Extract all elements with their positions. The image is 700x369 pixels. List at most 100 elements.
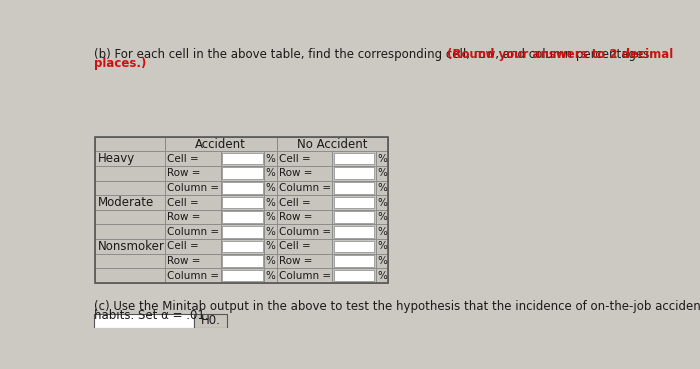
Bar [95, 268, 165, 283]
Text: Nonsmoker: Nonsmoker [98, 240, 165, 253]
Bar [332, 166, 376, 180]
Bar [165, 239, 220, 254]
Bar [276, 239, 332, 254]
Bar [264, 151, 276, 166]
Bar [332, 180, 376, 195]
Bar [95, 254, 165, 268]
Text: Cell =: Cell = [279, 197, 311, 207]
Text: (Round your answers to 2 decimal: (Round your answers to 2 decimal [447, 48, 673, 61]
Bar [332, 195, 376, 210]
Bar [332, 239, 376, 254]
Bar [276, 224, 332, 239]
Bar [334, 226, 374, 238]
Text: Column =: Column = [279, 271, 331, 281]
Bar [334, 197, 374, 208]
Bar [276, 166, 332, 180]
Bar [264, 180, 276, 195]
Bar [276, 210, 332, 224]
Text: %: % [377, 168, 387, 178]
Bar [220, 268, 264, 283]
Bar [334, 168, 374, 179]
Bar [223, 226, 262, 238]
Bar [165, 195, 220, 210]
Bar [332, 210, 376, 224]
Bar [95, 137, 388, 283]
Bar [264, 195, 276, 210]
Text: places.): places.) [94, 56, 146, 70]
Bar [95, 224, 165, 239]
Text: Row =: Row = [279, 212, 312, 222]
Text: %: % [377, 256, 387, 266]
Bar [95, 210, 165, 224]
Bar [165, 254, 220, 268]
Bar [376, 254, 389, 268]
Text: (c) Use the Minitab output in the above to test the hypothesis that the incidenc: (c) Use the Minitab output in the above … [94, 300, 700, 313]
Text: %: % [265, 227, 275, 237]
Bar [264, 166, 276, 180]
Bar [165, 166, 220, 180]
Bar [223, 211, 262, 223]
Bar [376, 166, 389, 180]
Bar [376, 224, 389, 239]
Bar [165, 151, 220, 166]
Text: Moderate: Moderate [98, 196, 155, 209]
Bar [276, 195, 332, 210]
Text: Heavy: Heavy [98, 152, 136, 165]
Bar [334, 211, 374, 223]
Bar [276, 137, 388, 151]
Text: Column =: Column = [167, 183, 220, 193]
Text: %: % [377, 154, 387, 163]
Text: Row =: Row = [279, 256, 312, 266]
Bar [223, 168, 262, 179]
Bar [95, 166, 165, 180]
Bar [264, 224, 276, 239]
Bar [376, 210, 389, 224]
Text: (b) For each cell in the above table, find the corresponding cell, row, and colu: (b) For each cell in the above table, fi… [94, 48, 657, 61]
Text: %: % [265, 197, 275, 207]
Bar [165, 268, 220, 283]
Bar [332, 224, 376, 239]
Bar [276, 151, 332, 166]
Bar [332, 151, 376, 166]
Bar [334, 153, 374, 165]
Bar [165, 180, 220, 195]
Text: Cell =: Cell = [167, 197, 199, 207]
Bar [95, 195, 165, 210]
Text: habits. Set α = .01.: habits. Set α = .01. [94, 309, 209, 322]
Bar [165, 224, 220, 239]
Bar [376, 195, 389, 210]
Bar [94, 314, 195, 328]
Bar [276, 254, 332, 268]
Bar [332, 254, 376, 268]
Bar [376, 180, 389, 195]
Text: Row =: Row = [279, 168, 312, 178]
Bar [334, 241, 374, 252]
Text: %: % [265, 256, 275, 266]
Bar [264, 268, 276, 283]
Bar [276, 268, 332, 283]
Bar [95, 151, 165, 166]
Text: %: % [377, 197, 387, 207]
Text: Column =: Column = [279, 227, 331, 237]
Bar [220, 210, 264, 224]
Text: %: % [265, 212, 275, 222]
Bar [223, 241, 262, 252]
Text: Row =: Row = [167, 212, 201, 222]
Text: %: % [377, 241, 387, 251]
Text: %: % [265, 271, 275, 281]
Bar [376, 239, 389, 254]
Bar [220, 224, 264, 239]
Bar [220, 239, 264, 254]
Text: Cell =: Cell = [279, 241, 311, 251]
Text: Column =: Column = [167, 227, 220, 237]
Text: %: % [265, 183, 275, 193]
Text: H0.: H0. [201, 314, 220, 327]
Bar [334, 182, 374, 194]
Text: Cell =: Cell = [279, 154, 311, 163]
Bar [223, 182, 262, 194]
Bar [165, 137, 276, 151]
Text: %: % [265, 168, 275, 178]
Bar [334, 255, 374, 267]
Bar [264, 239, 276, 254]
Bar [220, 166, 264, 180]
